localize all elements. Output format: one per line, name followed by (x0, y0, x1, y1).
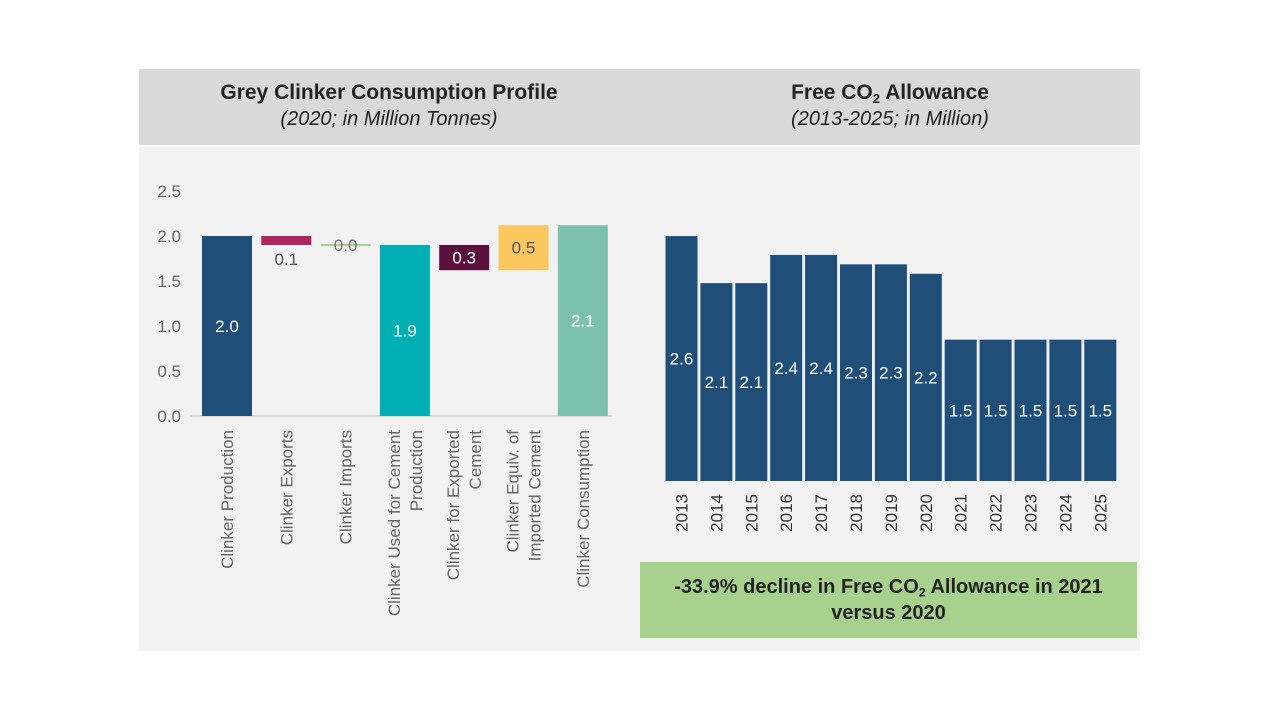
year-tick-label: 2013 (673, 494, 692, 532)
y-tick-label: 0.5 (157, 362, 181, 381)
callout-text-start: -33.9% decline in Free CO (674, 576, 919, 598)
year-tick-label: 2021 (952, 494, 971, 532)
year-tick-label: 2014 (707, 494, 726, 532)
year-tick-label: 2020 (917, 494, 936, 532)
waterfall-bar (557, 225, 608, 416)
x-category-label: Clinker Imports (337, 430, 356, 544)
allowance-bar (1014, 339, 1047, 481)
x-category-label: Cement (466, 430, 485, 490)
left-chart-header: Grey Clinker Consumption Profile (2020; … (139, 80, 639, 132)
year-tick-label: 2018 (847, 494, 866, 532)
waterfall-data-label: 1.9 (393, 322, 417, 341)
allowance-data-label: 2.1 (705, 373, 729, 392)
year-tick-label: 2017 (812, 494, 831, 532)
allowance-bar (874, 264, 907, 481)
waterfall-data-label: 2.1 (571, 312, 595, 331)
allowance-data-label: 2.4 (809, 359, 833, 378)
year-tick-label: 2019 (882, 494, 901, 532)
allowance-bar (770, 254, 803, 481)
right-chart-title: Free CO2 Allowance (640, 80, 1140, 106)
waterfall-data-label: 0.0 (334, 236, 358, 255)
x-category-label: Production (407, 430, 426, 511)
callout-text: -33.9% decline in Free CO2 Allowance in … (640, 574, 1137, 626)
x-category-label: Clinker Used for Cement (385, 430, 404, 616)
allowance-data-label: 2.3 (879, 364, 903, 383)
waterfall-bar (439, 245, 490, 271)
waterfall-data-label: 0.5 (512, 239, 536, 258)
right-title-text: Free CO (791, 81, 873, 104)
allowance-data-label: 1.5 (949, 401, 973, 420)
allowance-data-label: 1.5 (1019, 401, 1043, 420)
callout-subscript: 2 (918, 585, 926, 600)
allowance-data-label: 1.5 (1088, 401, 1112, 420)
allowance-bar (944, 339, 977, 481)
waterfall-bar (498, 225, 549, 271)
allowance-bar (909, 273, 942, 481)
decline-callout: -33.9% decline in Free CO2 Allowance in … (640, 562, 1137, 638)
waterfall-data-label: 0.3 (452, 249, 476, 268)
right-title-text-end: Allowance (880, 81, 989, 104)
right-chart-header: Free CO2 Allowance (2013-2025; in Millio… (640, 80, 1140, 132)
y-tick-label: 0.0 (157, 407, 181, 426)
year-tick-label: 2022 (987, 494, 1006, 532)
allowance-data-label: 2.4 (774, 359, 798, 378)
allowance-data-label: 1.5 (984, 401, 1008, 420)
year-tick-label: 2016 (777, 494, 796, 532)
allowance-bar (979, 339, 1012, 481)
allowance-bar (700, 283, 733, 481)
waterfall-bar (261, 236, 312, 245)
allowance-data-label: 2.2 (914, 368, 938, 387)
y-tick-label: 1.5 (157, 272, 181, 291)
allowance-bar (840, 264, 872, 481)
callout-text-end: Allowance in 2021 versus 2020 (831, 576, 1103, 624)
allowance-data-label: 2.1 (739, 373, 763, 392)
allowance-data-label: 2.3 (844, 364, 868, 383)
allowance-bar (1049, 339, 1082, 481)
right-chart-subtitle: (2013-2025; in Million) (791, 108, 989, 130)
year-tick-label: 2015 (742, 494, 761, 532)
allowance-bar (735, 283, 768, 481)
header-band (139, 69, 1140, 145)
allowance-data-label: 1.5 (1054, 401, 1078, 420)
year-tick-label: 2023 (1022, 494, 1041, 532)
y-tick-label: 1.0 (157, 317, 181, 336)
waterfall-bar (202, 236, 252, 416)
waterfall-data-label: 2.0 (215, 317, 239, 336)
left-chart-title: Grey Clinker Consumption Profile (220, 81, 558, 104)
y-tick-label: 2.0 (157, 227, 181, 246)
allowance-bar (805, 254, 838, 481)
waterfall-bar (379, 245, 430, 416)
x-category-label: Clinker Production (218, 430, 237, 569)
year-tick-label: 2024 (1056, 494, 1075, 532)
x-category-label: Clinker Exports (277, 430, 296, 545)
left-chart-subtitle: (2020; in Million Tonnes) (280, 108, 498, 130)
allowance-bar (1084, 339, 1117, 481)
x-category-label: Clinker Equiv. of (504, 430, 523, 553)
right-title-subscript: 2 (872, 90, 881, 106)
waterfall-data-label: 0.1 (274, 250, 298, 269)
y-tick-label: 2.5 (157, 182, 181, 201)
year-tick-label: 2025 (1091, 494, 1110, 532)
allowance-data-label: 2.6 (670, 350, 694, 369)
x-category-label: Clinker Consumption (574, 430, 593, 588)
x-category-label: Clinker for Exported (444, 430, 463, 580)
x-category-label: Imported Cement (526, 430, 545, 562)
allowance-bar (665, 236, 698, 481)
